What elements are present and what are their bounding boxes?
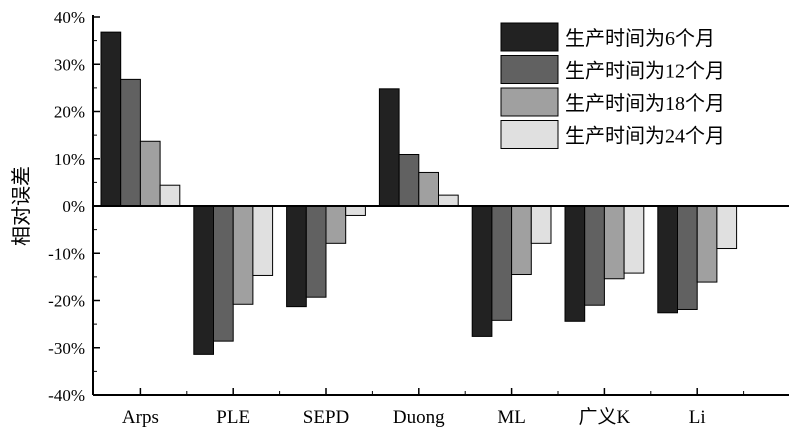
y-tick-label: -20%: [48, 292, 85, 311]
x-tick-label: Arps: [122, 407, 159, 428]
legend-label: 生产时间为12个月: [565, 60, 725, 83]
y-axis-label: 相对误差: [10, 166, 33, 246]
bar: [438, 194, 459, 207]
legend-label: 生产时间为6个月: [565, 27, 715, 50]
bar: [120, 78, 141, 207]
y-tick-label: 40%: [54, 8, 85, 27]
x-tick-label: ML: [497, 407, 526, 428]
bar: [584, 205, 605, 306]
bar: [305, 205, 327, 298]
bar: [232, 205, 254, 305]
y-tick-label: 30%: [54, 55, 85, 74]
bar: [657, 205, 678, 314]
y-tick-label: -10%: [48, 244, 85, 263]
bar: [213, 205, 234, 342]
bar: [398, 153, 420, 207]
bar: [193, 205, 215, 355]
bar: [603, 205, 625, 280]
bar: [564, 205, 586, 322]
y-tick-label: -30%: [48, 339, 85, 358]
bar: [716, 205, 738, 250]
x-tick-label: 广义K: [579, 406, 631, 428]
bar: [418, 171, 439, 207]
legend-swatch: [500, 55, 559, 84]
legend-swatch: [500, 87, 559, 117]
bar: [491, 205, 513, 321]
bar: [325, 205, 347, 244]
legend-swatch: [500, 120, 559, 149]
x-tick-label: SEPD: [303, 407, 349, 428]
bar: [252, 205, 274, 276]
bar: [378, 88, 400, 207]
bar: [677, 205, 698, 310]
y-tick-label: 0%: [62, 197, 85, 216]
bar: [623, 205, 645, 274]
bar: [139, 140, 161, 207]
bar: [100, 31, 122, 207]
legend-label: 生产时间为24个月: [565, 125, 725, 148]
bar: [511, 205, 532, 276]
bar: [696, 205, 718, 283]
bar: [159, 184, 181, 207]
bar: [286, 205, 307, 308]
x-tick-label: Li: [689, 407, 706, 428]
y-tick-label: -40%: [48, 386, 85, 405]
x-tick-label: PLE: [216, 407, 250, 428]
y-tick-label: 10%: [54, 150, 85, 169]
bar: [345, 205, 366, 216]
legend-swatch: [500, 22, 559, 52]
y-tick-label: 20%: [54, 103, 85, 122]
bar: [530, 205, 552, 244]
bar: [471, 205, 493, 337]
x-tick-label: Duong: [393, 407, 445, 428]
legend-label: 生产时间为18个月: [565, 92, 725, 115]
